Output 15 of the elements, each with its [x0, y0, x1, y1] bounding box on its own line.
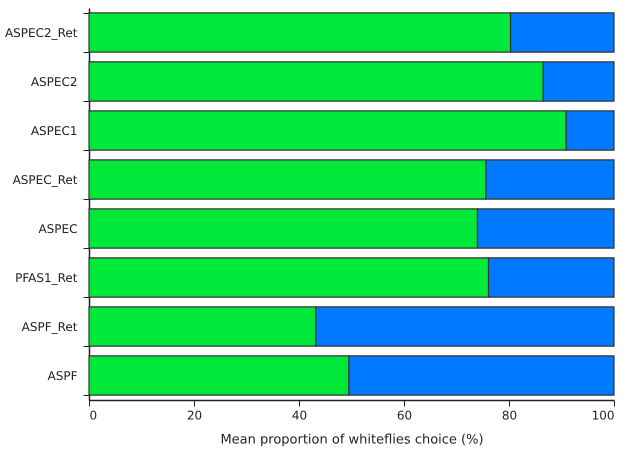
x-axis-title: Mean proportion of whiteflies choice (%) [220, 432, 484, 448]
x-tick-label: 100 [592, 408, 614, 422]
y-tick-label: ASPEC_Ret [12, 173, 78, 187]
y-tick-label: ASPEC2 [30, 75, 78, 89]
y-tick-label: ASPEC1 [30, 124, 78, 138]
y-tick-label: ASPF_Ret [22, 320, 78, 334]
x-tick-label: 60 [396, 408, 412, 422]
y-tick-label: ASPEC2_Ret [4, 26, 78, 40]
y-tick-label: PFAS1_Ret [15, 271, 78, 285]
x-tick-label: 80 [502, 408, 518, 422]
x-tick-label: 20 [186, 408, 202, 422]
y-tick-label: ASPF [48, 369, 78, 383]
x-tick-label: 0 [90, 408, 98, 422]
x-tick-label: 40 [292, 408, 308, 422]
y-tick-label: ASPEC [38, 222, 78, 236]
